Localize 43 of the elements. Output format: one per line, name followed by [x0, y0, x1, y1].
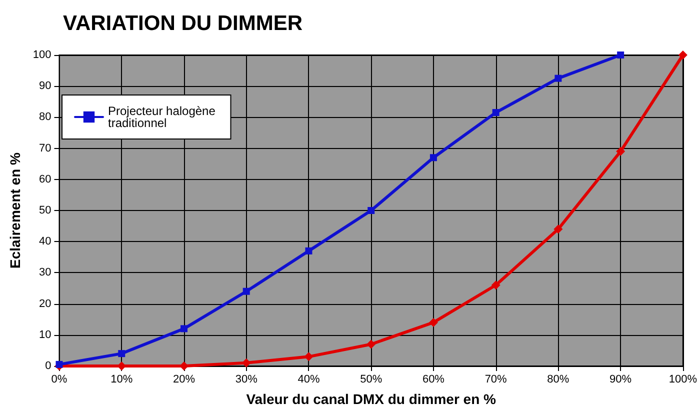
y-tick-label: 100 — [32, 49, 52, 61]
point — [242, 288, 250, 295]
point — [304, 352, 314, 362]
point — [554, 224, 563, 234]
point — [118, 350, 126, 358]
y-tick-label: 70 — [39, 142, 52, 154]
y-tick-label: 80 — [39, 111, 52, 124]
y-tick-label: 50 — [39, 204, 52, 216]
legend-label: Projecteur halogène traditionnel — [108, 104, 219, 130]
x-tick-label: 40% — [298, 374, 320, 386]
point — [368, 207, 375, 214]
point — [616, 146, 626, 156]
x-tick-label: 60% — [422, 374, 445, 386]
chart-title: VARIATION DU DIMMER — [63, 12, 303, 35]
x-tick-label: 90% — [610, 374, 632, 386]
point — [678, 50, 688, 60]
x-tick-label: 50% — [360, 374, 382, 386]
y-tick-label: 30 — [39, 266, 52, 279]
y-tick-label: 60 — [39, 173, 52, 186]
y-tick-label: 90 — [39, 80, 52, 92]
x-axis-title: Valeur du canal DMX du dimmer en % — [246, 391, 497, 407]
point — [56, 360, 63, 368]
point — [430, 154, 437, 162]
x-tick-label: 10% — [110, 374, 133, 386]
point — [428, 318, 438, 327]
x-tick-label: 30% — [235, 374, 258, 386]
x-tick-label: 70% — [484, 374, 508, 386]
x-tick-label: 100% — [668, 374, 698, 386]
point — [492, 109, 500, 116]
x-tick-label: 20% — [172, 374, 196, 386]
point — [180, 325, 188, 332]
y-tick-label: 20 — [39, 298, 52, 310]
point — [554, 74, 562, 82]
x-tick-label: 0% — [51, 374, 68, 386]
y-axis-title: Eclairement en % — [7, 152, 23, 268]
y-tick-label: 10 — [39, 328, 52, 341]
y-tick-label: 40 — [39, 236, 52, 248]
point — [305, 247, 312, 254]
point — [366, 340, 376, 349]
point — [617, 52, 624, 58]
x-tick-label: 80% — [547, 374, 570, 386]
y-tick-label: 0 — [45, 360, 52, 372]
point — [491, 280, 500, 290]
